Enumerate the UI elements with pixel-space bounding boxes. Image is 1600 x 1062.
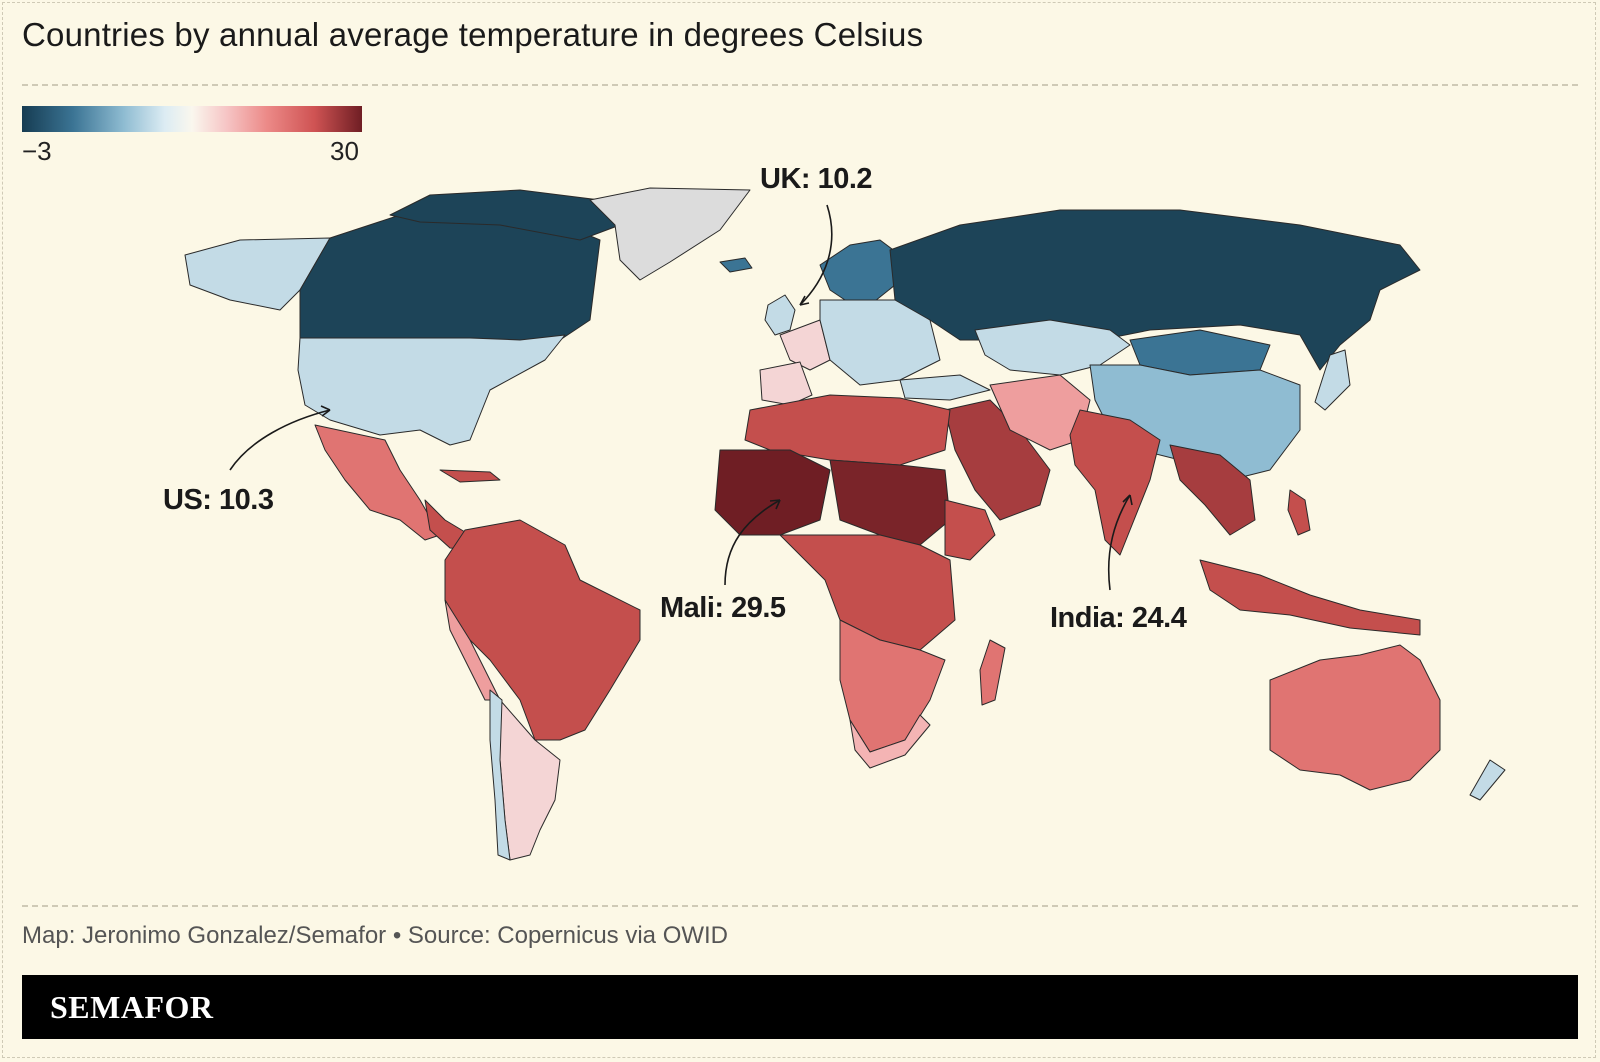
region-north-africa: [744, 394, 951, 466]
brand-footer: SEMAFOR: [22, 975, 1578, 1039]
callout-india: India: 24.4: [1050, 602, 1187, 634]
region-madagascar: [979, 639, 1006, 706]
map-title: Countries by annual average temperature …: [22, 16, 924, 53]
region-philippines: [1287, 489, 1311, 536]
region-cuba: [439, 469, 501, 483]
region-scandinavia: [819, 239, 901, 306]
callout-mali: Mali: 29.5: [660, 592, 786, 624]
region-sahel-west: [714, 449, 831, 536]
top-divider: [22, 84, 1578, 86]
color-scale-max-label: 30: [330, 136, 359, 166]
mali-leader-line: [724, 499, 781, 586]
uk-leader-line: [799, 204, 833, 306]
mali-arrowhead: [769, 499, 781, 510]
color-scale-min-label: −3: [22, 136, 52, 166]
us-arrowhead: [320, 405, 331, 417]
us-leader-line: [229, 409, 331, 471]
region-mexico: [314, 424, 441, 541]
region-iceland: [719, 257, 753, 273]
region-new-zealand: [1469, 759, 1506, 801]
region-alaska: [184, 237, 331, 311]
region-united-states: [297, 334, 566, 446]
region-australia: [1269, 644, 1441, 791]
region-united-kingdom: [764, 294, 796, 336]
semafor-logo: SEMAFOR: [50, 989, 214, 1025]
region-iberia: [759, 361, 813, 406]
india-leader-line: [1107, 494, 1131, 591]
color-scale-bar: [22, 106, 362, 132]
region-greenland: [589, 187, 751, 281]
bottom-divider: [22, 905, 1578, 907]
region-south-america-north: [444, 519, 641, 741]
region-sahel-east: [829, 459, 951, 546]
region-chile: [489, 689, 511, 861]
region-arabian-peninsula: [944, 399, 1051, 521]
source-credit: Map: Jeronimo Gonzalez/Semafor • Source:…: [22, 922, 729, 949]
region-japan: [1314, 349, 1351, 411]
callout-uk: UK: 10.2: [760, 163, 873, 195]
world-map: [184, 187, 1506, 861]
region-central-africa: [779, 534, 956, 651]
region-india: [1069, 409, 1161, 556]
region-south-africa: [849, 714, 931, 769]
callout-us: US: 10.3: [163, 484, 274, 516]
uk-arrowhead: [799, 295, 810, 306]
region-western-europe: [779, 319, 831, 371]
region-turkey-caucasus: [899, 374, 991, 401]
india-arrowhead: [1122, 494, 1133, 506]
region-horn-of-africa: [944, 499, 996, 561]
region-southeast-asia: [1169, 444, 1256, 536]
region-indonesia: [1199, 559, 1421, 636]
